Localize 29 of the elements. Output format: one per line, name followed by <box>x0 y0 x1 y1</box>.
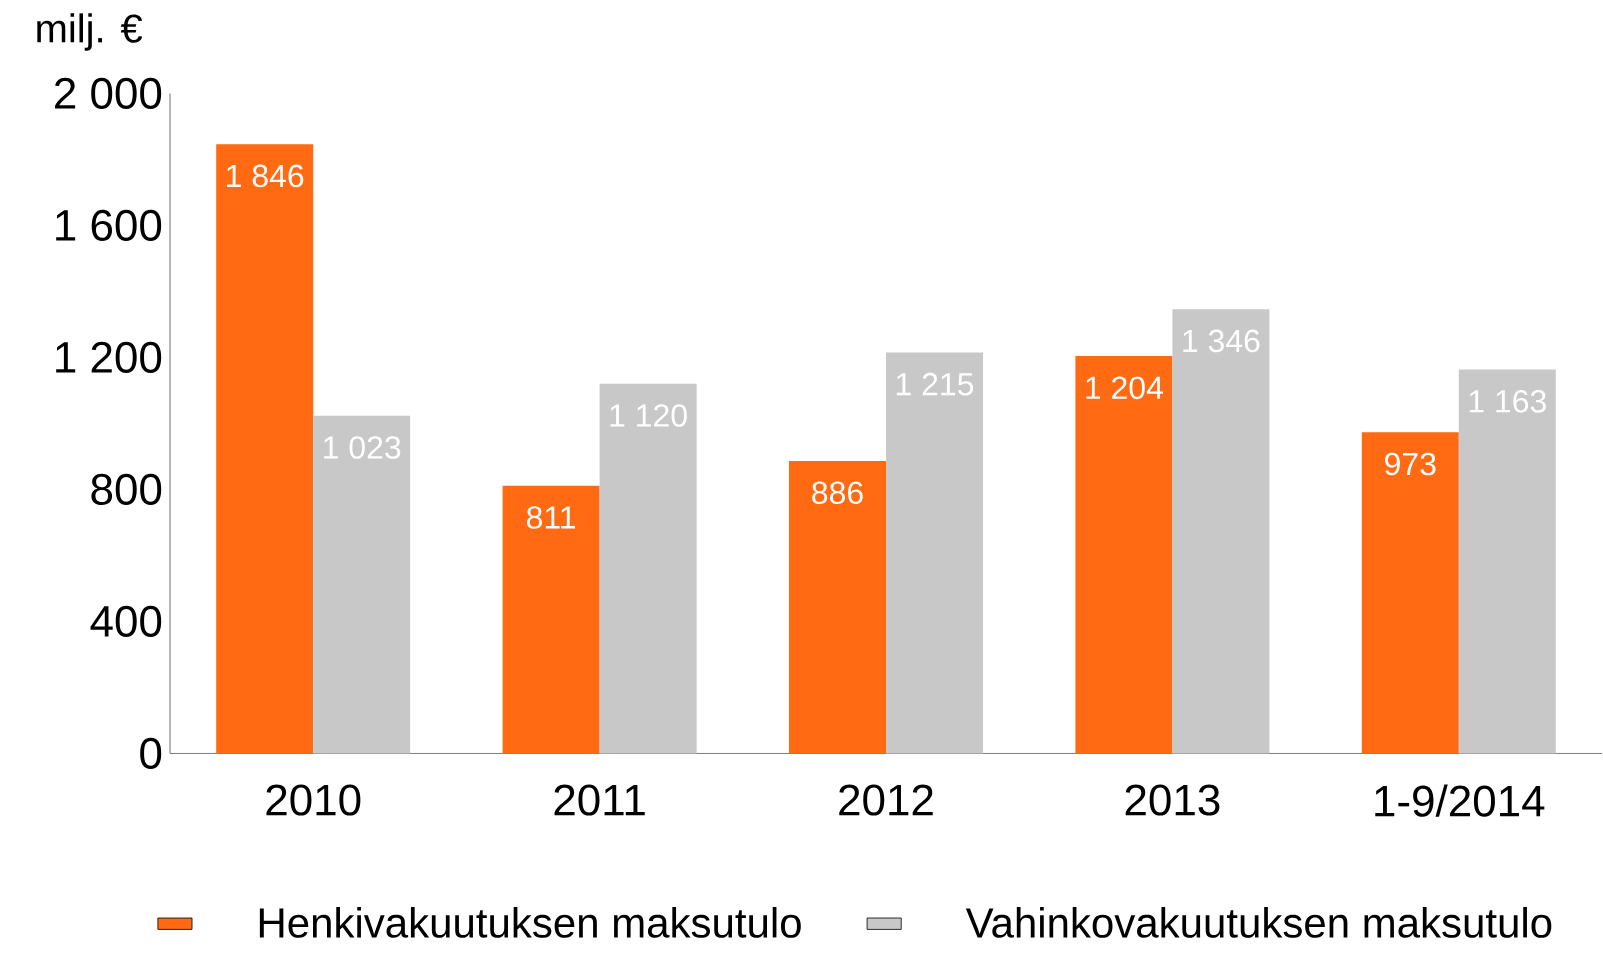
y-tick-label: 2 000 <box>55 77 162 109</box>
y-tick-label: 1 200 <box>56 341 162 373</box>
data-label: 973 <box>1385 452 1436 476</box>
y-tick-label: 0 <box>140 737 162 769</box>
data-label: 811 <box>526 506 576 529</box>
bar <box>1075 356 1173 754</box>
x-tick-label: 2010 <box>266 784 361 816</box>
x-tick-label: 2011 <box>554 784 645 816</box>
bar <box>1172 309 1270 754</box>
y-tick-label: 400 <box>90 605 162 637</box>
bar <box>1361 432 1459 754</box>
bar <box>1458 369 1556 754</box>
bar <box>216 144 314 754</box>
legend-label: Vahinkovakuutuksen maksutulo <box>965 907 1552 938</box>
data-label: 1 204 <box>1086 376 1163 400</box>
x-tick-label: 2012 <box>839 784 933 816</box>
y-tick-label: 800 <box>91 473 162 505</box>
bar <box>313 415 411 754</box>
x-tick-label: 2013 <box>1125 784 1220 816</box>
y-tick-label: 1 600 <box>56 209 162 241</box>
data-label: 1 846 <box>227 164 304 188</box>
bar <box>886 352 983 754</box>
legend-label: Henkivakuutuksen maksutulo <box>259 907 801 938</box>
data-label: 886 <box>812 481 863 505</box>
y-axis-title: milj. € <box>37 13 143 51</box>
bar <box>789 461 886 754</box>
bar <box>502 485 600 754</box>
bar <box>599 383 697 754</box>
x-tick-label: 1-9/2014 <box>1375 784 1545 817</box>
